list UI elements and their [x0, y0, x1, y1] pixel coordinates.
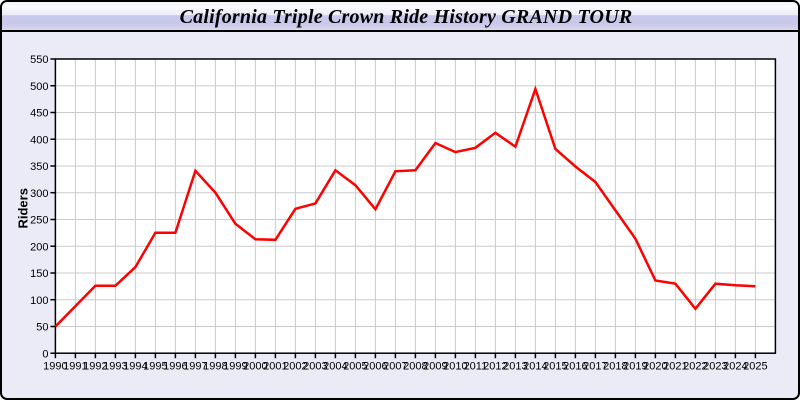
svg-text:2022: 2022: [683, 361, 707, 373]
svg-text:2016: 2016: [563, 361, 587, 373]
svg-text:2017: 2017: [583, 361, 607, 373]
svg-text:200: 200: [30, 241, 48, 253]
svg-text:2001: 2001: [263, 361, 287, 373]
svg-text:1991: 1991: [63, 361, 87, 373]
svg-text:100: 100: [30, 295, 48, 307]
svg-text:2013: 2013: [503, 361, 527, 373]
svg-text:2009: 2009: [423, 361, 447, 373]
svg-text:450: 450: [30, 108, 48, 120]
svg-text:2007: 2007: [383, 361, 407, 373]
svg-text:2010: 2010: [443, 361, 467, 373]
svg-text:2008: 2008: [403, 361, 427, 373]
svg-text:250: 250: [30, 215, 48, 227]
svg-text:1995: 1995: [143, 361, 167, 373]
svg-text:1996: 1996: [163, 361, 187, 373]
svg-text:2003: 2003: [303, 361, 327, 373]
svg-text:2014: 2014: [523, 361, 547, 373]
svg-text:150: 150: [30, 268, 48, 280]
svg-text:1997: 1997: [183, 361, 207, 373]
svg-text:2015: 2015: [543, 361, 567, 373]
svg-text:2011: 2011: [464, 361, 488, 373]
svg-text:2002: 2002: [283, 361, 307, 373]
svg-text:0: 0: [42, 348, 48, 360]
svg-text:1999: 1999: [223, 361, 247, 373]
svg-text:2020: 2020: [643, 361, 667, 373]
svg-text:2019: 2019: [623, 361, 647, 373]
svg-text:2000: 2000: [243, 361, 267, 373]
svg-text:2021: 2021: [663, 361, 687, 373]
svg-text:1992: 1992: [83, 361, 107, 373]
svg-text:50: 50: [36, 322, 48, 334]
svg-text:2004: 2004: [323, 361, 347, 373]
svg-text:2005: 2005: [343, 361, 367, 373]
svg-text:400: 400: [30, 134, 48, 146]
svg-text:1998: 1998: [203, 361, 227, 373]
svg-text:2012: 2012: [483, 361, 507, 373]
svg-text:1994: 1994: [123, 361, 147, 373]
svg-text:2025: 2025: [743, 361, 767, 373]
svg-text:Riders: Riders: [15, 188, 30, 228]
svg-text:2018: 2018: [603, 361, 627, 373]
svg-text:300: 300: [30, 188, 48, 200]
svg-text:1990: 1990: [43, 361, 67, 373]
svg-text:2024: 2024: [723, 361, 747, 373]
svg-text:550: 550: [30, 54, 48, 66]
svg-text:500: 500: [30, 81, 48, 93]
svg-text:1993: 1993: [103, 361, 127, 373]
svg-text:2023: 2023: [703, 361, 727, 373]
svg-text:2006: 2006: [363, 361, 387, 373]
svg-text:350: 350: [30, 161, 48, 173]
